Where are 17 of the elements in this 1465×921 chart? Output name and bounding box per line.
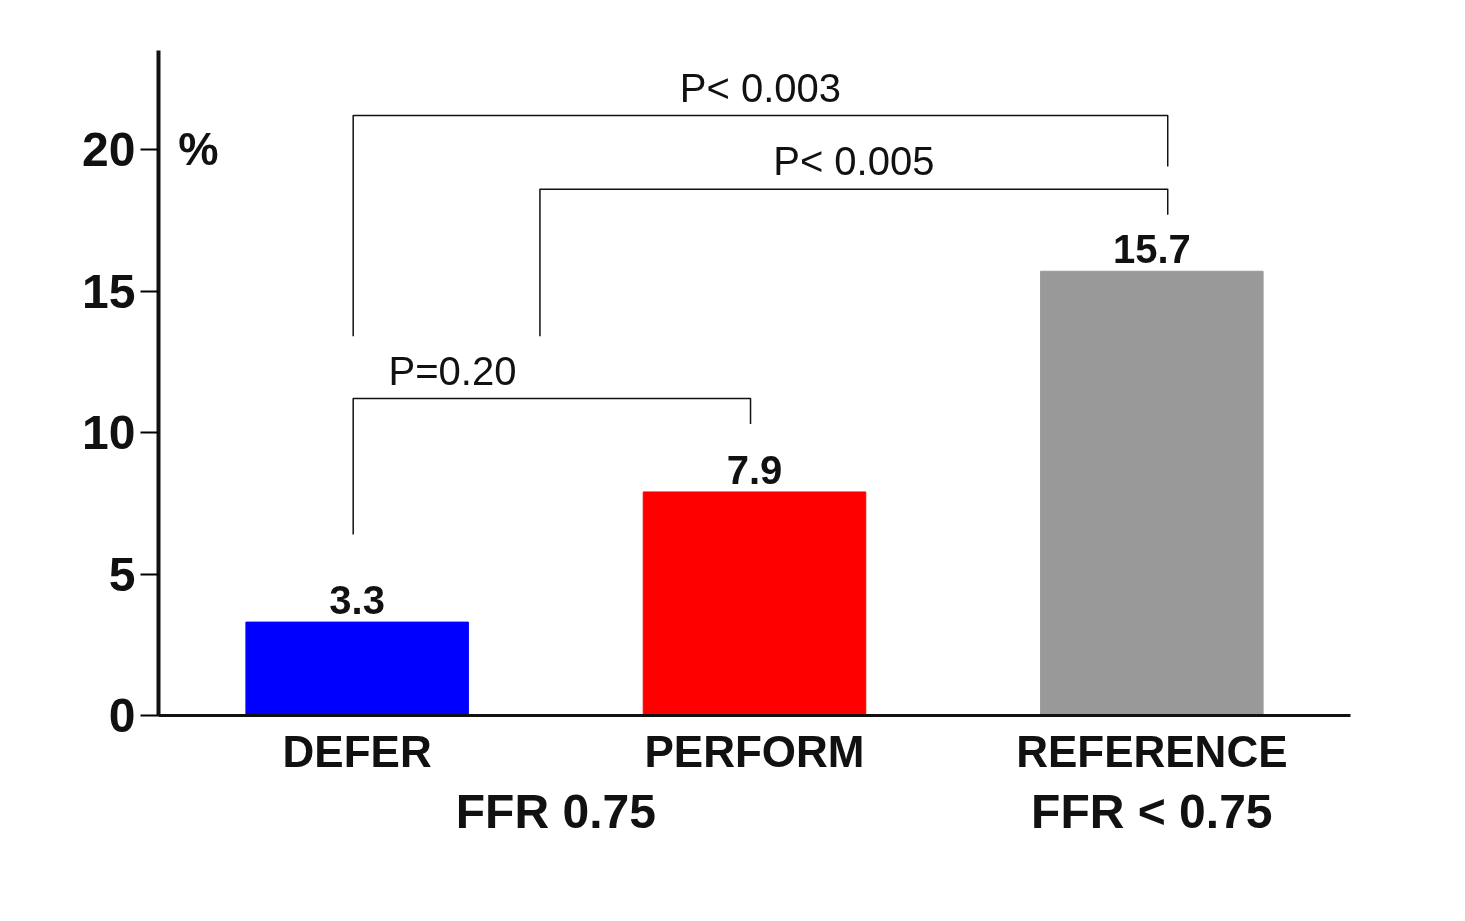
y-tick-label: 20 [82, 123, 136, 177]
annotation: P=0.20 [388, 348, 517, 393]
y-tick-label: 15 [82, 264, 136, 318]
x-tick-label: DEFER [282, 726, 432, 776]
annotation: P< 0.003 [679, 65, 842, 110]
x-tick-label: REFERENCE [1016, 726, 1288, 776]
y-tick-label: 5 [108, 547, 136, 601]
x-tick-label: PERFORM [644, 726, 865, 776]
data-label: 7.9 [726, 447, 783, 492]
data-label: 15.7 [1112, 227, 1191, 272]
data-label: 3.3 [329, 578, 385, 623]
y-tick-label: 10 [82, 406, 136, 460]
text: FFR 0.75 [455, 784, 656, 838]
annotation: P< 0.005 [773, 139, 935, 184]
text: FFR < 0.75 [1031, 784, 1273, 838]
y-axis-title: % [178, 124, 219, 176]
y-tick-label: 0 [108, 689, 136, 742]
